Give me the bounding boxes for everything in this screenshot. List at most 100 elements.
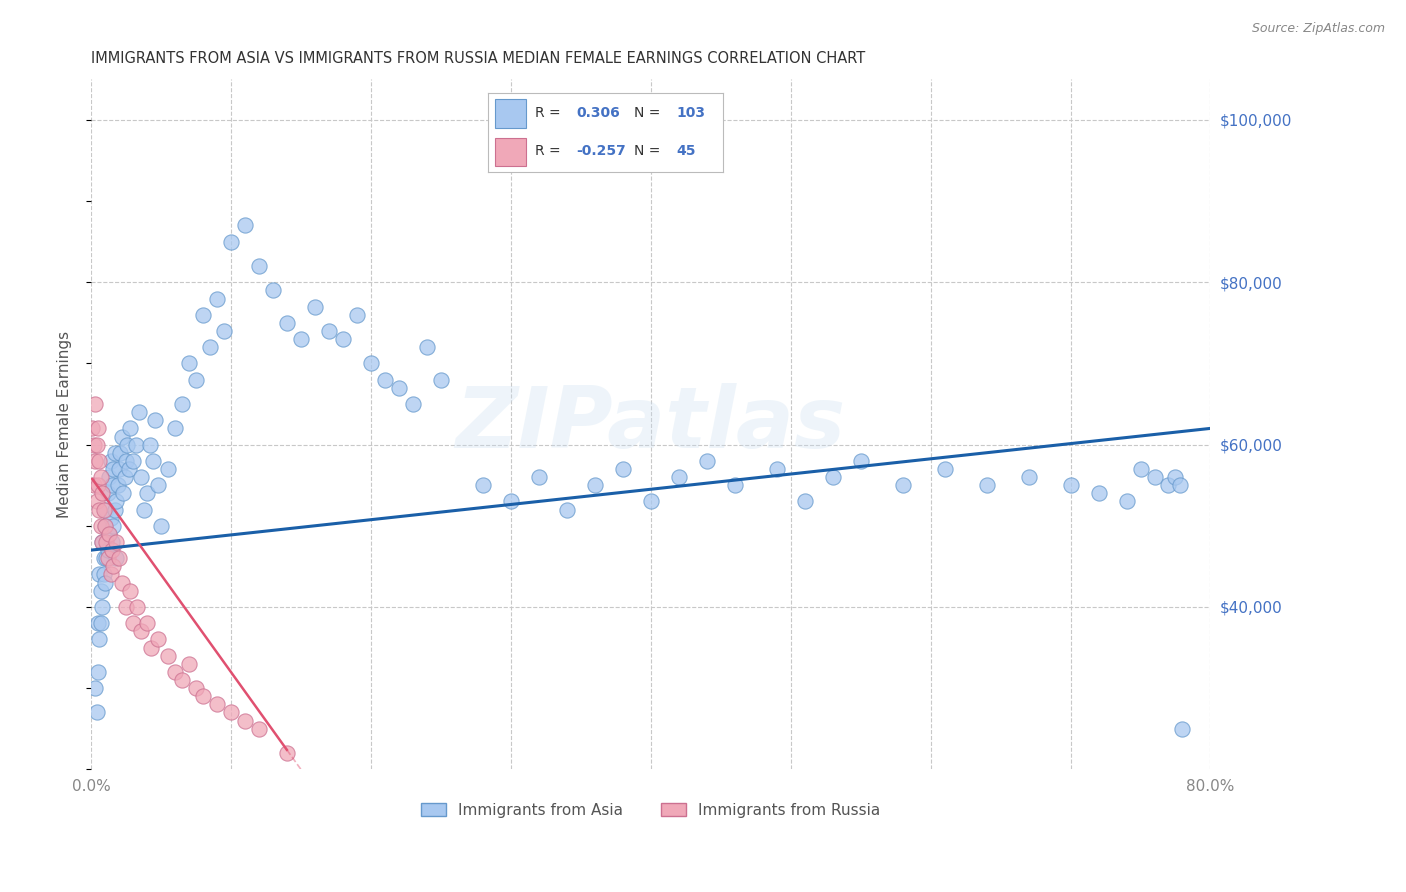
Point <box>120 583 142 598</box>
Point <box>98 527 121 541</box>
Point <box>105 494 128 508</box>
Point <box>156 648 179 663</box>
Point <box>1143 470 1166 484</box>
Point <box>84 397 107 411</box>
Point <box>934 462 956 476</box>
Point <box>793 494 815 508</box>
Point <box>1157 478 1180 492</box>
Point <box>104 446 127 460</box>
Point <box>416 340 439 354</box>
Point <box>612 462 634 476</box>
Point <box>143 413 166 427</box>
Point <box>110 446 132 460</box>
Point <box>90 470 112 484</box>
Point <box>84 681 107 695</box>
Point <box>304 300 326 314</box>
Point <box>125 437 148 451</box>
Point <box>100 567 122 582</box>
Point <box>170 673 193 687</box>
Point <box>262 284 284 298</box>
Point <box>100 510 122 524</box>
Point <box>128 405 150 419</box>
Point <box>98 527 121 541</box>
Point <box>111 429 134 443</box>
Point <box>97 486 120 500</box>
Point <box>198 340 221 354</box>
Point <box>94 575 117 590</box>
Point <box>86 437 108 451</box>
Point <box>1018 470 1040 484</box>
Point <box>891 478 914 492</box>
Point <box>131 624 153 639</box>
Point <box>247 259 270 273</box>
Point <box>87 421 110 435</box>
Point <box>89 454 111 468</box>
Point <box>101 478 124 492</box>
Point <box>555 502 578 516</box>
Point <box>821 470 844 484</box>
Point <box>668 470 690 484</box>
Point <box>219 706 242 720</box>
Point <box>149 518 172 533</box>
Point <box>146 632 169 647</box>
Point <box>89 632 111 647</box>
Point <box>84 454 107 468</box>
Point <box>103 462 125 476</box>
Point <box>96 535 118 549</box>
Point <box>388 381 411 395</box>
Point <box>120 421 142 435</box>
Point <box>332 332 354 346</box>
Point <box>276 746 298 760</box>
Point <box>117 437 139 451</box>
Point <box>100 454 122 468</box>
Point <box>205 698 228 712</box>
Point <box>135 616 157 631</box>
Point <box>97 543 120 558</box>
Point <box>122 616 145 631</box>
Point <box>115 454 138 468</box>
Point <box>90 518 112 533</box>
Point <box>360 356 382 370</box>
Point <box>138 437 160 451</box>
Point <box>87 665 110 679</box>
Point <box>156 462 179 476</box>
Point <box>402 397 425 411</box>
Point <box>108 462 131 476</box>
Point <box>91 535 114 549</box>
Point <box>96 502 118 516</box>
Point <box>1059 478 1081 492</box>
Point <box>346 308 368 322</box>
Point <box>114 470 136 484</box>
Point <box>184 681 207 695</box>
Point <box>90 583 112 598</box>
Point <box>205 292 228 306</box>
Point <box>105 535 128 549</box>
Point <box>103 518 125 533</box>
Text: ZIPatlas: ZIPatlas <box>456 383 846 466</box>
Point <box>97 551 120 566</box>
Point <box>103 559 125 574</box>
Point <box>276 316 298 330</box>
Point <box>131 470 153 484</box>
Legend: Immigrants from Asia, Immigrants from Russia: Immigrants from Asia, Immigrants from Ru… <box>415 797 886 823</box>
Point <box>108 551 131 566</box>
Point <box>112 486 135 500</box>
Point <box>83 437 105 451</box>
Point <box>86 706 108 720</box>
Point <box>139 640 162 655</box>
Point <box>318 324 340 338</box>
Point <box>976 478 998 492</box>
Point <box>177 657 200 671</box>
Point <box>191 308 214 322</box>
Point <box>374 373 396 387</box>
Point <box>1115 494 1137 508</box>
Point <box>90 616 112 631</box>
Point <box>91 599 114 614</box>
Point <box>122 454 145 468</box>
Point <box>247 722 270 736</box>
Point <box>1087 486 1109 500</box>
Point <box>93 502 115 516</box>
Point <box>94 518 117 533</box>
Point <box>96 551 118 566</box>
Text: Source: ZipAtlas.com: Source: ZipAtlas.com <box>1251 22 1385 36</box>
